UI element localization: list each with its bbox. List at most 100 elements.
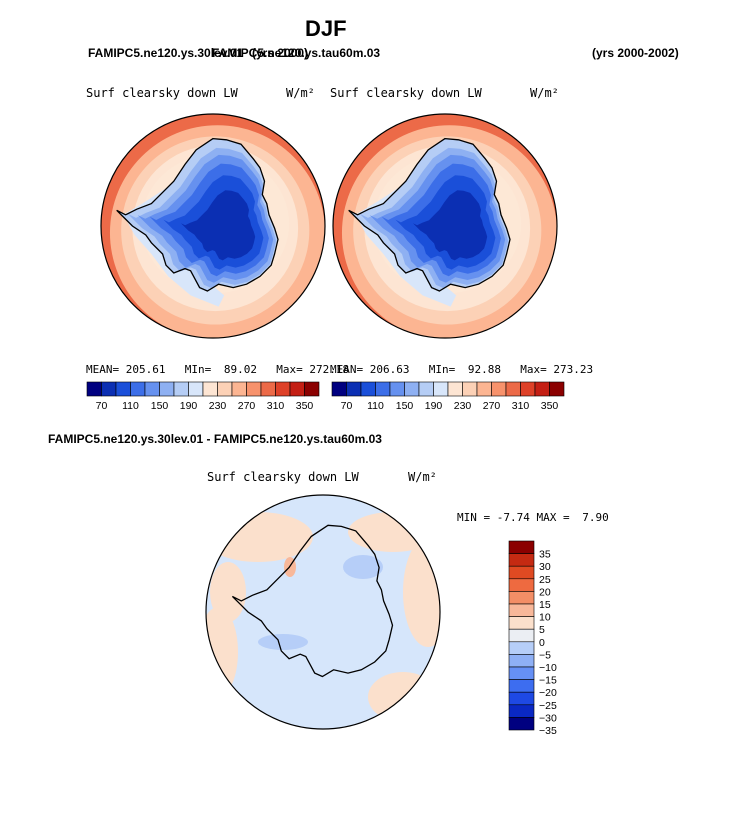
colorbar-2-swatch: [462, 381, 478, 397]
colorbar-1-swatch: [246, 381, 262, 397]
colorbar-3-label: −15: [539, 675, 557, 687]
map-panel-1: [100, 113, 326, 339]
colorbar-3-swatch: [508, 704, 535, 718]
colorbar-2-swatch: [534, 381, 550, 397]
colorbar-1-swatch: [202, 381, 218, 397]
colorbar-1-swatch: [188, 381, 204, 397]
panel3-max: 7.90: [582, 511, 609, 524]
colorbar-3-swatch: [508, 553, 535, 567]
panel3-stats: MIN = -7.74 MAX = 7.90: [457, 511, 609, 524]
colorbar-3-label: −5: [539, 649, 551, 661]
years-label: (yrs 2000-2002): [592, 46, 679, 60]
panel2-title: Surf clearsky down LW: [330, 86, 482, 100]
colorbar-3-label: 0: [539, 637, 545, 649]
colorbar-3-label: −10: [539, 662, 557, 674]
colorbar-2-swatch: [433, 381, 449, 397]
colorbar-3-swatch: [508, 654, 535, 668]
panel2-min: 92.88: [467, 363, 501, 376]
colorbar-1-swatch: [115, 381, 131, 397]
colorbar-3-swatch: [508, 616, 535, 630]
panel1-max-label: Max=: [276, 363, 303, 376]
colorbar-2-swatch: [346, 381, 362, 397]
colorbar-1-swatch: [304, 381, 320, 397]
colorbar-1-swatch: [144, 381, 160, 397]
page-title: DJF: [305, 16, 347, 41]
panel1-units: W/m²: [286, 86, 315, 100]
colorbar-3-label: 25: [539, 574, 551, 586]
colorbar-3-swatch: [508, 565, 535, 580]
colorbar-1-swatch: [86, 381, 102, 397]
colorbar-1-swatch: [159, 381, 175, 397]
colorbar-2-label: 110: [367, 400, 384, 412]
panel2-mean-label: MEAN=: [330, 363, 364, 376]
colorbar-1: 70 110 150 190 230 270 310 350: [86, 381, 320, 412]
case-name-2: FAMIPC5.ne120.ys.tau60m.03: [212, 46, 381, 60]
colorbar-2-label: 190: [425, 400, 443, 412]
panel2-mean: 206.63: [369, 363, 410, 376]
colorbar-1-swatch: [217, 381, 233, 397]
panel1-stats: MEAN= 205.61 MIn= 89.02 Max= 272.18: [86, 363, 349, 376]
colorbar-1-label: 350: [296, 400, 314, 412]
colorbar-3-swatch: [508, 717, 535, 731]
colorbar-1-swatch: [260, 381, 276, 397]
colorbar-2-swatch: [418, 381, 434, 397]
colorbar-3-label: −35: [539, 725, 557, 737]
panel1-title: Surf clearsky down LW: [86, 86, 238, 100]
colorbar-1-label: 110: [122, 400, 139, 412]
colorbar-3-swatch: [508, 591, 535, 605]
colorbar-1-swatch: [173, 381, 189, 397]
colorbar-2-swatch: [375, 381, 391, 397]
map-panel-2: [332, 113, 558, 339]
colorbar-3-label: −20: [539, 687, 557, 699]
colorbar-3-label: −25: [539, 700, 557, 712]
colorbar-3-label: −30: [539, 712, 557, 724]
colorbar-3-label: 35: [539, 549, 551, 561]
colorbar-2-swatch: [505, 381, 521, 397]
colorbar-1-label: 70: [96, 400, 108, 412]
colorbar-2-swatch: [476, 381, 492, 397]
panel1-mean-label: MEAN=: [86, 363, 120, 376]
panel2-units: W/m²: [530, 86, 559, 100]
colorbar-2-swatch: [389, 381, 405, 397]
colorbar-3-swatch: [508, 666, 535, 680]
colorbar-2-swatch: [447, 381, 463, 397]
colorbar-2-label: 230: [454, 400, 472, 412]
colorbar-1-label: 310: [267, 400, 285, 412]
colorbar-1-swatch: [275, 381, 291, 397]
colorbar-1-swatch: [231, 381, 247, 397]
panel1-min: 89.02: [223, 363, 257, 376]
colorbar-3-swatch: [508, 641, 535, 655]
colorbar-2-label: 350: [541, 400, 559, 412]
colorbar-1-label: 190: [180, 400, 198, 412]
colorbar-1-swatch: [101, 381, 117, 397]
panel3-min: -7.74: [496, 511, 530, 524]
panel3-max-label: MAX =: [536, 511, 570, 524]
diff-title: FAMIPC5.ne120.ys.30lev.01 - FAMIPC5.ne12…: [48, 432, 382, 446]
panel3-units: W/m²: [408, 470, 437, 484]
colorbar-2-label: 70: [341, 400, 353, 412]
panel3-min-label: MIN =: [457, 511, 491, 524]
colorbar-2-label: 270: [483, 400, 501, 412]
colorbar-1-swatch: [289, 381, 305, 397]
colorbar-1-swatch: [130, 381, 146, 397]
colorbar-1-label: 230: [209, 400, 227, 412]
panel2-min-label: MIn=: [428, 363, 456, 376]
colorbar-2-swatch: [520, 381, 536, 397]
case-name-1: FAMIPC5.ne120.ys.30lev.01: [88, 46, 244, 60]
panel1-mean: 205.61: [125, 363, 166, 376]
panel3-title: Surf clearsky down LW: [207, 470, 359, 484]
colorbar-3-label: 15: [539, 599, 551, 611]
colorbar-3-swatch: [508, 679, 535, 693]
colorbar-2-label: 150: [396, 400, 414, 412]
colorbar-1-label: 270: [238, 400, 256, 412]
colorbar-2-swatch: [491, 381, 507, 397]
colorbar-2-swatch: [404, 381, 420, 397]
colorbar-1-label: 150: [151, 400, 169, 412]
colorbar-3-swatch: [508, 603, 535, 617]
colorbar-3-label: 30: [539, 561, 551, 573]
panel1-max: 272.18: [309, 363, 350, 376]
colorbar-2-swatch: [549, 381, 565, 397]
